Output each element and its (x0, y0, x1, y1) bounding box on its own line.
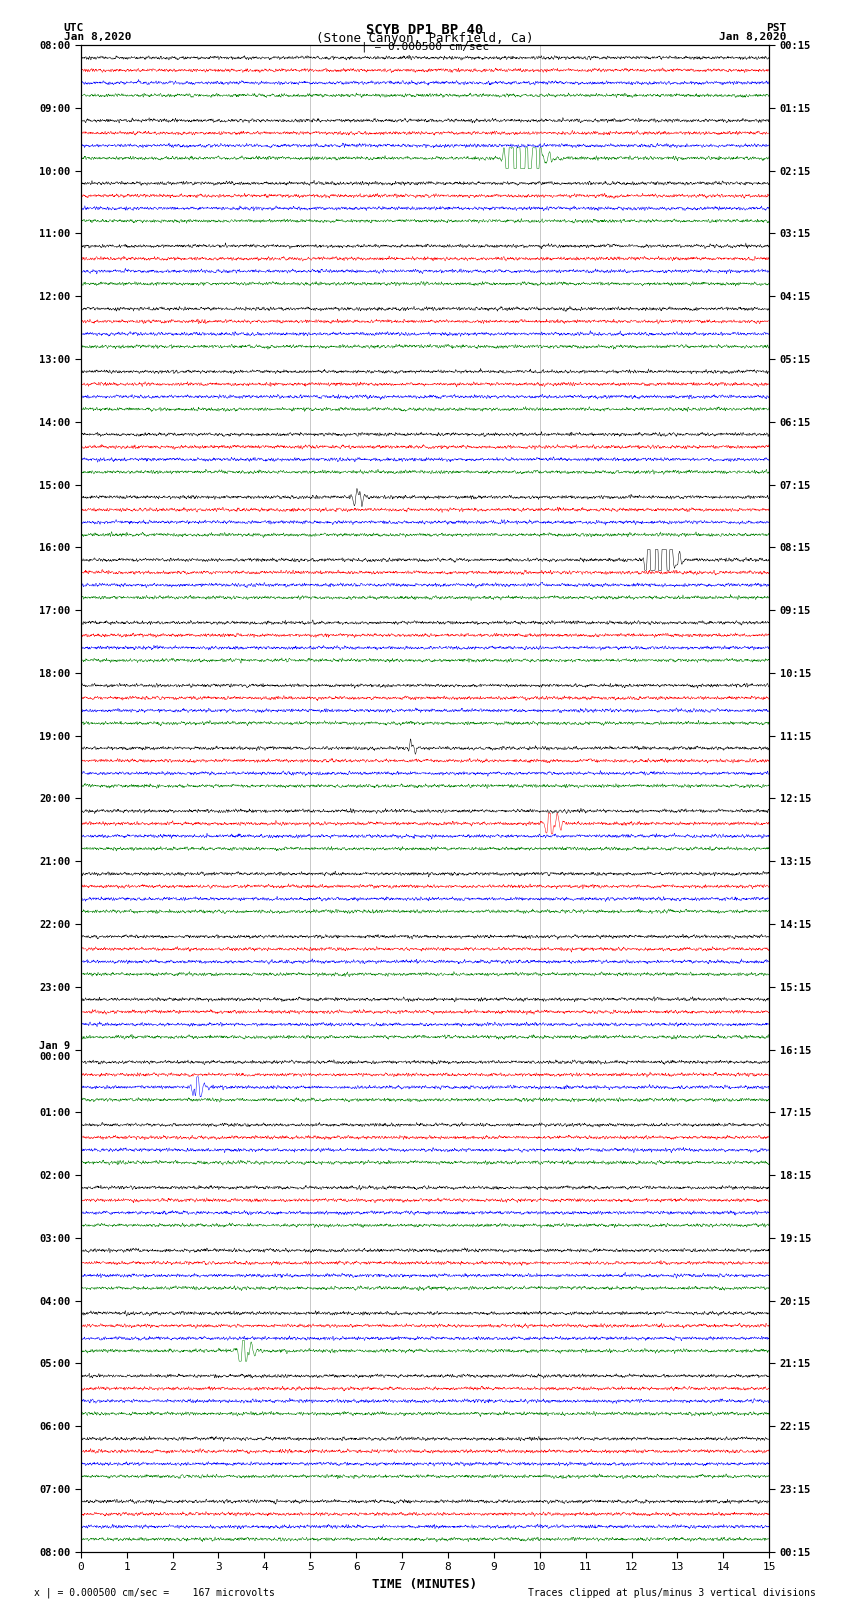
Text: | = 0.000500 cm/sec: | = 0.000500 cm/sec (361, 40, 489, 52)
Text: UTC: UTC (64, 24, 84, 34)
Text: (Stone Canyon, Parkfield, Ca): (Stone Canyon, Parkfield, Ca) (316, 32, 534, 45)
Text: x | = 0.000500 cm/sec =    167 microvolts: x | = 0.000500 cm/sec = 167 microvolts (34, 1587, 275, 1598)
Text: SCYB DP1 BP 40: SCYB DP1 BP 40 (366, 24, 484, 37)
Text: Jan 8,2020: Jan 8,2020 (64, 32, 131, 42)
Text: Traces clipped at plus/minus 3 vertical divisions: Traces clipped at plus/minus 3 vertical … (528, 1589, 816, 1598)
Text: Jan 8,2020: Jan 8,2020 (719, 32, 786, 42)
X-axis label: TIME (MINUTES): TIME (MINUTES) (372, 1578, 478, 1590)
Text: PST: PST (766, 24, 786, 34)
